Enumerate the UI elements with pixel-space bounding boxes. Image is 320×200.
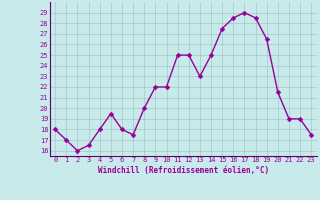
X-axis label: Windchill (Refroidissement éolien,°C): Windchill (Refroidissement éolien,°C) [98, 166, 269, 175]
